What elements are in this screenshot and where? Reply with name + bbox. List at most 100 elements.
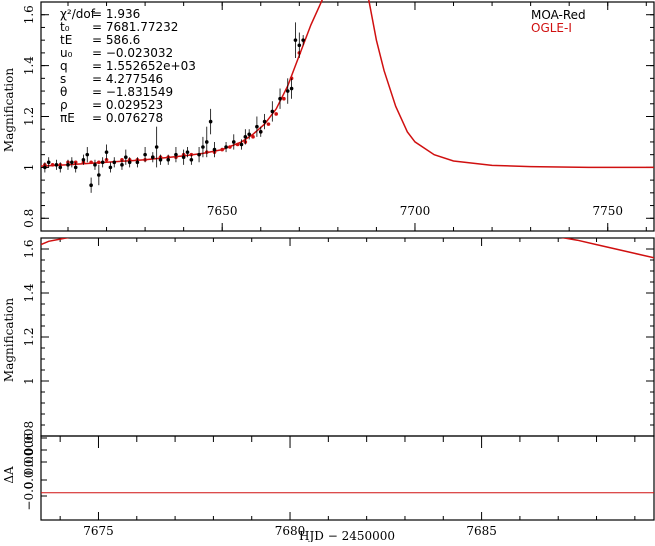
moa-data-point [185, 150, 190, 154]
moa-data-point [100, 160, 105, 165]
moa-data-point [224, 145, 228, 149]
moa-data-point [247, 132, 251, 137]
moa-data-point [285, 89, 290, 93]
residual-y-tick-label: 0.00 [22, 449, 36, 476]
ogle-data-point [228, 145, 232, 149]
residual-x-tick-label: 7680 [275, 524, 306, 538]
top-y-tick-label: 1.6 [22, 5, 36, 24]
residual-x-tick-label: 7675 [83, 524, 114, 538]
moa-data-point [151, 155, 155, 160]
moa-data-point [143, 152, 147, 157]
ogle-data-point [282, 96, 286, 101]
ogle-data-point [251, 135, 255, 139]
top-panel: 0.8 1 1.2 1.4 1.6 7650 7700 7750 [22, 0, 655, 232]
ogle-data-point [274, 112, 278, 116]
param-value: = 7681.77232 [92, 20, 178, 34]
moa-data-point [212, 147, 217, 152]
top-y-tick-label: 1.4 [22, 56, 36, 75]
moa-data-point [97, 173, 101, 177]
middle-y-tick-label: 1.2 [22, 327, 36, 346]
residual-x-tick-label: 7685 [466, 524, 497, 538]
moa-data-point [289, 86, 294, 91]
param-value: = 0.076278 [92, 111, 163, 125]
param-label: t₀ [60, 20, 70, 34]
param-value: = 0.029523 [92, 98, 163, 112]
moa-data-point [154, 145, 159, 149]
moa-data-point [181, 155, 186, 160]
middle-y-axis-label: Magnification [2, 298, 16, 382]
moa-data-point [204, 140, 209, 144]
moa-data-point [124, 155, 128, 160]
residual-y-tick-label: 0.006 [22, 433, 36, 467]
param-label: θ [60, 85, 67, 99]
moa-data-point [54, 163, 59, 167]
moa-data-point [166, 157, 171, 162]
residual-y-tick-label: 0.008 [22, 421, 36, 455]
moa-data-point [81, 157, 86, 162]
param-value: = −1.831549 [92, 85, 173, 99]
top-x-tick-label: 7650 [207, 204, 238, 218]
moa-data-point [239, 142, 244, 147]
top-y-axis-label: Magnification [2, 68, 16, 152]
moa-data-point [297, 43, 302, 48]
param-label: ρ [60, 98, 68, 112]
moa-data-point [127, 160, 132, 165]
ogle-data-point [289, 76, 294, 81]
moa-data-point [258, 129, 263, 134]
param-label: u₀ [60, 46, 73, 60]
moa-data-point [293, 38, 298, 42]
middle-y-tick-label: 1.6 [22, 239, 36, 258]
moa-data-point [255, 124, 259, 129]
moa-data-point [108, 165, 113, 170]
middle-model-curve-right [560, 238, 654, 259]
param-label: πE [60, 111, 75, 125]
ogle-data-point [97, 160, 101, 165]
middle-panel: 1 1.2 1.4 1.6 [22, 237, 655, 437]
ogle-data-point [235, 142, 240, 147]
moa-data-point [197, 152, 201, 157]
top-x-tick-label: 7700 [400, 204, 431, 218]
moa-data-point [43, 165, 47, 170]
moa-data-point [73, 165, 78, 170]
residual-y-axis-label: ΔA [2, 466, 16, 484]
moa-data-point [66, 163, 70, 167]
param-value: = 1.552652e+03 [92, 59, 196, 73]
moa-data-point [208, 119, 213, 124]
param-label: χ²/dof [60, 7, 96, 21]
ogle-data-point [50, 163, 55, 167]
ogle-data-point [220, 147, 225, 152]
middle-plot-area [41, 238, 654, 259]
moa-data-point [201, 145, 205, 149]
moa-data-point [270, 109, 275, 114]
moa-data-point [174, 152, 178, 157]
param-value: = 4.277546 [92, 72, 163, 86]
moa-data-point [158, 157, 163, 162]
middle-model-curve-left [41, 238, 70, 246]
middle-y-tick-label: 1.4 [22, 283, 36, 302]
top-x-tick-label: 7750 [592, 204, 623, 218]
top-y-tick-label: 1.2 [22, 107, 36, 126]
ogle-data-point [266, 122, 271, 126]
moa-data-point [231, 140, 236, 144]
top-y-tick-label: 1 [22, 164, 36, 172]
top-y-tick-label: 0.8 [22, 209, 36, 228]
param-label: q [60, 59, 68, 73]
legend: MOA-Red OGLE-I [531, 8, 586, 35]
moa-data-point [120, 163, 124, 167]
x-axis-label: HJD − 2450000 [299, 529, 395, 542]
moa-data-point [70, 160, 74, 165]
moa-data-point [46, 160, 51, 165]
residual-y-tick-label: 0.0 [22, 470, 36, 489]
param-label: tE [60, 33, 72, 47]
moa-data-point [278, 96, 282, 101]
fit-parameters: χ²/dof= 1.936 t₀ = 7681.77232 tE = 586.6 u₀ = … [60, 7, 196, 125]
moa-data-point [189, 157, 194, 162]
param-label: s [60, 72, 66, 86]
moa-data-point [112, 160, 117, 165]
param-value: = 1.936 [92, 7, 140, 21]
legend-entry-ogle: OGLE-I [531, 21, 572, 35]
middle-y-tick-label: 1 [22, 377, 36, 385]
moa-data-point [85, 152, 90, 157]
